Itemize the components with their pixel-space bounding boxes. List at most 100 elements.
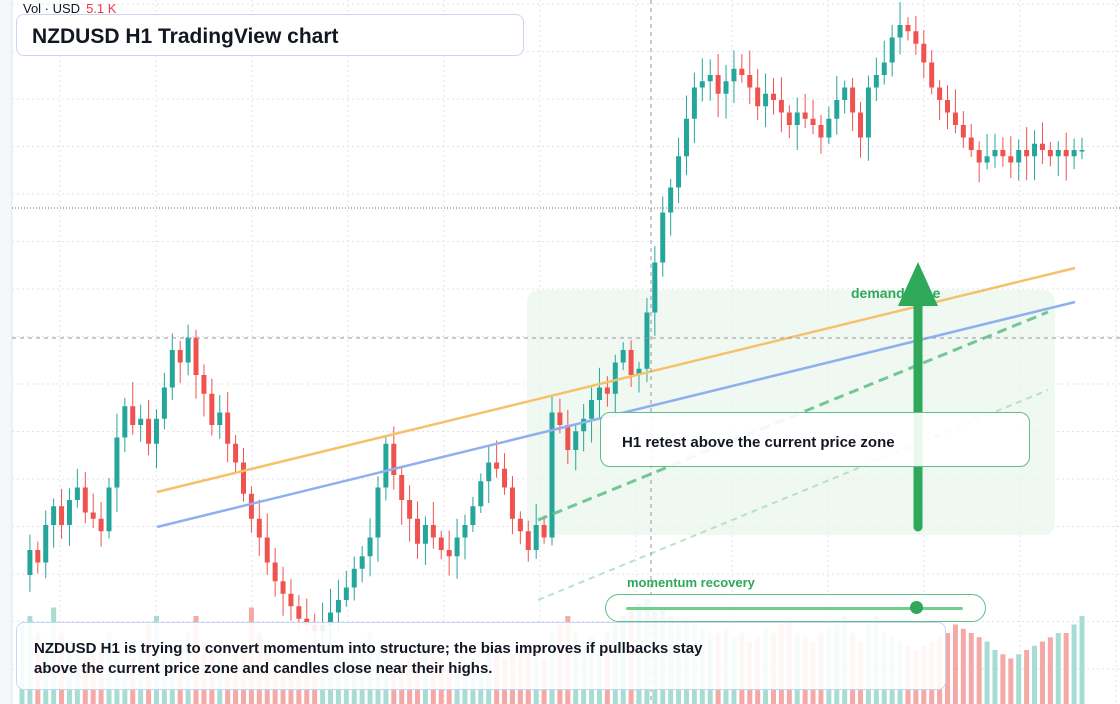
candle-body bbox=[715, 75, 721, 94]
retest-label: H1 retest above the current price zone bbox=[622, 434, 895, 451]
title-card: NZDUSD H1 TradingView chart bbox=[16, 14, 524, 56]
candle-body bbox=[652, 262, 658, 313]
candle-body bbox=[359, 556, 365, 569]
candle-body bbox=[1032, 143, 1038, 157]
candle-body bbox=[913, 31, 919, 44]
candle-body bbox=[952, 112, 958, 125]
candle-body bbox=[755, 87, 761, 107]
candle-body bbox=[1024, 150, 1030, 157]
candle-body bbox=[557, 412, 563, 425]
candle-body bbox=[573, 431, 579, 450]
volume-bar bbox=[1008, 658, 1014, 704]
candle-body bbox=[731, 68, 737, 82]
candle-body bbox=[889, 37, 895, 63]
candle-body bbox=[683, 118, 689, 157]
candle-body bbox=[272, 562, 278, 582]
candle-body bbox=[407, 500, 413, 519]
candle-body bbox=[280, 581, 286, 594]
candle-body bbox=[676, 156, 682, 188]
candle-body bbox=[201, 375, 207, 394]
candle-body bbox=[945, 100, 951, 113]
candle-body bbox=[82, 487, 88, 513]
candle-body bbox=[415, 518, 421, 544]
candle-body bbox=[383, 443, 389, 488]
candle-body bbox=[810, 118, 816, 125]
candle-body bbox=[169, 350, 175, 388]
volume-bar bbox=[984, 641, 990, 704]
candle-body bbox=[763, 93, 769, 107]
candle-body bbox=[351, 568, 357, 588]
volume-bar bbox=[945, 633, 951, 704]
candle-body bbox=[517, 518, 523, 532]
volume-bar bbox=[1016, 654, 1022, 704]
candle-body bbox=[739, 68, 745, 75]
candle-body bbox=[660, 212, 666, 263]
candle-body bbox=[1016, 150, 1022, 163]
candle-body bbox=[225, 412, 231, 444]
candle-body bbox=[699, 81, 705, 88]
candle-body bbox=[130, 406, 136, 425]
candle-body bbox=[937, 87, 943, 100]
momentum-knob[interactable] bbox=[909, 601, 923, 614]
candle-body bbox=[59, 506, 65, 525]
candle-body bbox=[399, 475, 405, 500]
candle-body bbox=[1055, 150, 1061, 157]
candle-body bbox=[581, 418, 587, 432]
candle-body bbox=[992, 150, 998, 157]
volume-bar bbox=[1063, 633, 1069, 704]
candle-body bbox=[984, 156, 990, 163]
candle-body bbox=[106, 487, 112, 532]
candle-body bbox=[494, 462, 500, 469]
candle-body bbox=[35, 550, 41, 563]
candle-body bbox=[747, 75, 753, 88]
candle-body bbox=[707, 75, 713, 82]
candle-body bbox=[470, 506, 476, 525]
candle-body bbox=[153, 418, 159, 444]
candle-body bbox=[628, 350, 634, 375]
candle-body bbox=[185, 337, 191, 363]
volume-value: 5.1 K bbox=[86, 1, 117, 16]
candle-body bbox=[818, 125, 824, 138]
candle-body bbox=[264, 537, 270, 563]
volume-bar bbox=[1032, 645, 1038, 704]
candle-body bbox=[794, 112, 800, 125]
momentum-slider[interactable] bbox=[605, 594, 986, 622]
candle-body bbox=[589, 400, 595, 419]
volume-bar bbox=[1071, 624, 1077, 704]
candle-body bbox=[98, 518, 104, 532]
channel-line-lower bbox=[537, 389, 1049, 601]
candle-body bbox=[161, 387, 167, 419]
candle-body bbox=[343, 587, 349, 600]
candle-body bbox=[209, 393, 215, 425]
candle-body bbox=[549, 412, 555, 538]
candle-body bbox=[114, 437, 120, 488]
candle-body bbox=[976, 150, 982, 163]
candle-body bbox=[90, 512, 96, 519]
summary-card: NZDUSD H1 is trying to convert momentum … bbox=[16, 622, 946, 690]
candle-body bbox=[328, 612, 334, 625]
candle-body bbox=[217, 412, 223, 425]
candle-body bbox=[604, 387, 610, 394]
candle-body bbox=[620, 350, 626, 363]
candle-body bbox=[391, 443, 397, 475]
candle-body bbox=[74, 487, 80, 500]
candle-body bbox=[193, 337, 199, 375]
volume-bar bbox=[1047, 637, 1053, 704]
candle-body bbox=[478, 481, 484, 507]
candle-body bbox=[122, 406, 128, 438]
candle-body bbox=[929, 62, 935, 88]
candle-body bbox=[446, 550, 452, 557]
volume-bar bbox=[1055, 633, 1061, 704]
left-axis-strip bbox=[0, 0, 12, 704]
candle-body bbox=[51, 506, 57, 525]
volume-bar bbox=[992, 650, 998, 704]
candle-body bbox=[1000, 150, 1006, 157]
candle-body bbox=[1079, 150, 1085, 152]
candle-body bbox=[525, 531, 531, 550]
candle-body bbox=[27, 550, 33, 575]
bullish-arrow-head bbox=[898, 262, 938, 306]
candle-body bbox=[834, 100, 840, 119]
candle-body bbox=[691, 87, 697, 119]
zone-label: demand zone bbox=[851, 285, 941, 301]
volume-legend: Vol · USD 5.1 K bbox=[23, 1, 116, 16]
